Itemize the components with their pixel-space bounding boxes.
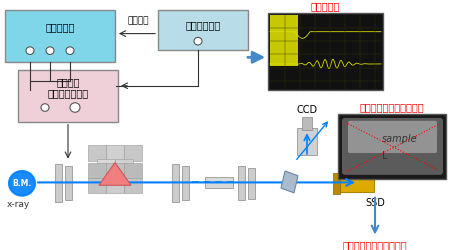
FancyBboxPatch shape: [88, 146, 106, 161]
FancyBboxPatch shape: [158, 11, 248, 51]
FancyBboxPatch shape: [268, 14, 383, 91]
Text: トリガー: トリガー: [127, 17, 149, 26]
Polygon shape: [99, 163, 131, 186]
FancyBboxPatch shape: [333, 173, 340, 194]
Text: デジタル: デジタル: [56, 77, 80, 87]
FancyBboxPatch shape: [18, 70, 118, 122]
FancyBboxPatch shape: [302, 118, 312, 131]
FancyBboxPatch shape: [97, 159, 115, 174]
FancyBboxPatch shape: [348, 121, 437, 154]
FancyBboxPatch shape: [338, 115, 446, 179]
FancyBboxPatch shape: [88, 178, 106, 193]
FancyBboxPatch shape: [124, 163, 142, 178]
FancyBboxPatch shape: [106, 146, 124, 161]
Text: x-ray: x-ray: [6, 199, 30, 208]
FancyBboxPatch shape: [205, 177, 233, 188]
Text: イメージング（試料長）: イメージング（試料長）: [360, 102, 424, 112]
Circle shape: [66, 48, 74, 55]
FancyBboxPatch shape: [342, 118, 443, 175]
Circle shape: [26, 48, 34, 55]
FancyBboxPatch shape: [182, 167, 189, 200]
Polygon shape: [281, 171, 298, 193]
FancyBboxPatch shape: [124, 178, 142, 193]
Text: 波形発生器: 波形発生器: [45, 22, 75, 32]
Text: オシロスコープ: オシロスコープ: [47, 88, 89, 98]
Circle shape: [46, 48, 54, 55]
FancyBboxPatch shape: [172, 165, 179, 202]
Text: パルス発生器: パルス発生器: [185, 20, 220, 30]
FancyBboxPatch shape: [270, 16, 298, 66]
FancyBboxPatch shape: [5, 11, 115, 63]
FancyBboxPatch shape: [106, 163, 124, 178]
Circle shape: [70, 103, 80, 113]
Text: sample: sample: [382, 133, 418, 143]
FancyBboxPatch shape: [248, 168, 255, 199]
Text: CCD: CCD: [297, 105, 318, 115]
FancyBboxPatch shape: [115, 159, 133, 174]
FancyBboxPatch shape: [124, 146, 142, 161]
Text: 回折（相、圧力、密度）: 回折（相、圧力、密度）: [343, 239, 407, 249]
FancyBboxPatch shape: [106, 172, 124, 188]
FancyBboxPatch shape: [297, 129, 317, 155]
FancyBboxPatch shape: [55, 165, 62, 202]
Circle shape: [41, 104, 49, 112]
FancyBboxPatch shape: [106, 178, 124, 193]
Text: B.M.: B.M.: [13, 178, 32, 187]
Text: L: L: [382, 150, 388, 160]
Text: SSD: SSD: [365, 197, 385, 207]
FancyBboxPatch shape: [65, 167, 72, 200]
Text: 超音波走時: 超音波走時: [310, 1, 340, 11]
FancyBboxPatch shape: [238, 167, 245, 200]
FancyBboxPatch shape: [338, 175, 374, 192]
Circle shape: [9, 171, 35, 196]
Circle shape: [194, 38, 202, 46]
FancyBboxPatch shape: [88, 163, 106, 178]
